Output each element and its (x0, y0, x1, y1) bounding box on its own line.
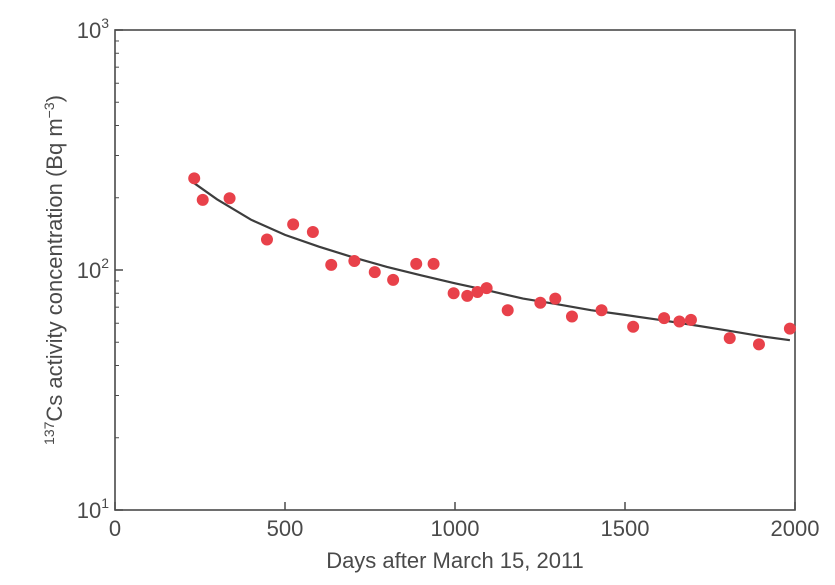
data-point (783, 322, 796, 335)
y-axis-title-suffix: ) (42, 95, 67, 102)
x-tick-label: 1000 (431, 516, 480, 541)
y-axis-title-main: Cs activity concentration (Bq m (42, 118, 67, 421)
data-point (387, 273, 400, 286)
data-point (196, 193, 209, 206)
x-axis-title: Days after March 15, 2011 (326, 548, 584, 573)
data-point (188, 172, 201, 185)
data-point (348, 255, 361, 268)
x-tick-label: 1500 (601, 516, 650, 541)
y-tick-label: 102 (77, 255, 109, 283)
x-tick-label: 0 (109, 516, 121, 541)
data-point (595, 304, 608, 317)
data-point (684, 313, 697, 326)
y-axis-title-isotope-sup: 137 (41, 421, 57, 445)
data-point (565, 310, 578, 323)
data-point (447, 287, 460, 300)
y-tick-label: 103 (77, 15, 109, 43)
data-point (534, 296, 547, 309)
data-point (287, 218, 300, 231)
data-point (549, 292, 562, 305)
data-point (427, 257, 440, 270)
data-point (658, 312, 671, 325)
plot-frame (114, 29, 796, 511)
y-axis-ticks: 101 102 103 (77, 15, 123, 523)
y-tick-label: 101 (77, 495, 109, 523)
data-point (223, 192, 236, 205)
y-axis-title-unit-sup: −3 (41, 102, 57, 118)
data-point (461, 289, 474, 302)
data-point (471, 285, 484, 298)
data-point (480, 282, 493, 295)
data-points (188, 172, 796, 351)
y-axis-title: 137Cs activity concentration (Bq m−3) (41, 95, 67, 445)
data-point (325, 258, 338, 271)
x-axis-ticks: 0 500 1000 1500 2000 (109, 502, 820, 541)
data-point (306, 225, 319, 238)
data-point (368, 266, 381, 279)
data-point (627, 320, 640, 333)
data-point (260, 233, 273, 246)
data-point (723, 332, 736, 345)
data-point (410, 257, 423, 270)
data-point (752, 338, 765, 351)
data-point (673, 315, 686, 328)
data-point (501, 304, 514, 317)
x-tick-label: 2000 (771, 516, 820, 541)
x-tick-label: 500 (267, 516, 304, 541)
fit-curve (193, 182, 791, 342)
